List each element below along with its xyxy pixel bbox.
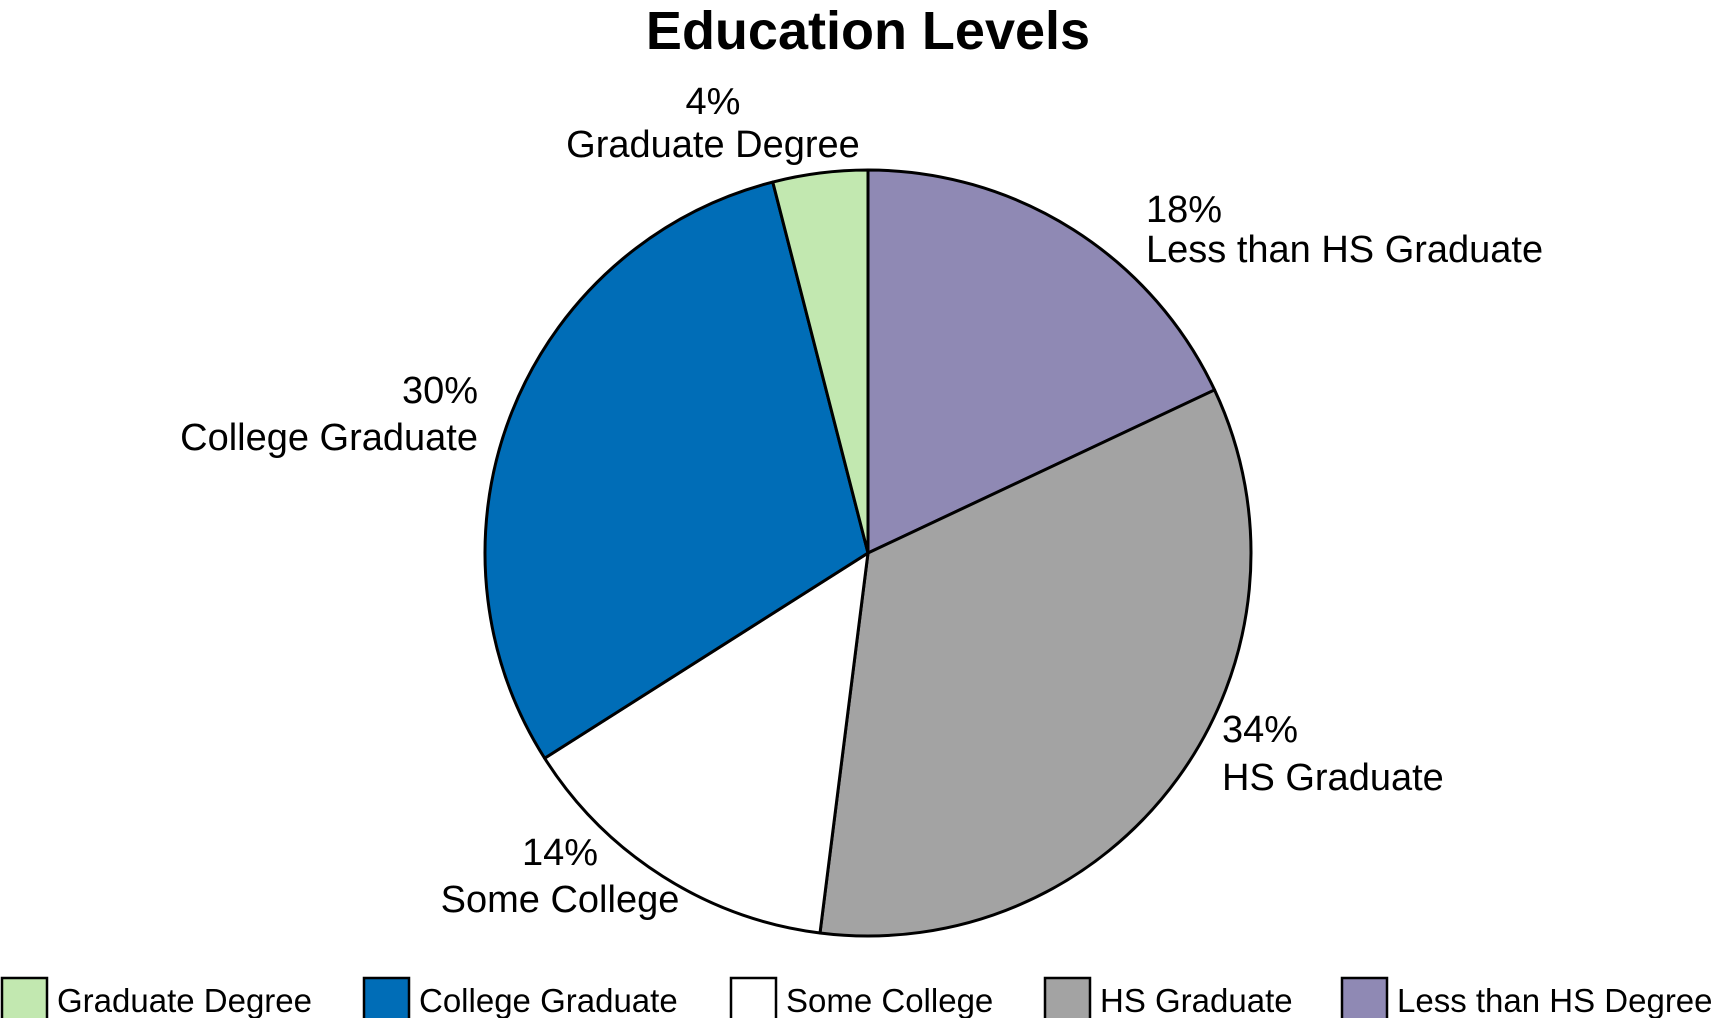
legend-swatch-graduate-degree: [0, 976, 49, 1018]
pie-slice-some-college: [543, 551, 870, 935]
slice-name-label-some-college: Some College: [441, 879, 680, 921]
slice-value-label-college-graduate: 30%: [402, 370, 478, 412]
pie-slice-college-graduate: [483, 180, 870, 760]
legend-label-some-college: Some College: [786, 982, 993, 1018]
legend-label-less-than-hs-degree: Less than HS Degree: [1397, 982, 1713, 1018]
legend-swatch-less-than-hs-degree: [1340, 976, 1389, 1018]
pie-slice-less-than-hs-degree: [866, 168, 1217, 555]
legend-swatch-college-graduate: [362, 976, 411, 1018]
slice-name-label-graduate-degree: Graduate Degree: [566, 124, 860, 166]
slice-name-label-college-graduate: College Graduate: [180, 417, 478, 459]
chart-title: Education Levels: [646, 1, 1090, 61]
slice-name-label-less-than-hs-degree: Less than HS Graduate: [1146, 229, 1543, 271]
legend-label-hs-graduate: HS Graduate: [1100, 982, 1293, 1018]
slice-value-label-some-college: 14%: [522, 832, 598, 874]
slice-value-label-graduate-degree: 4%: [686, 81, 741, 123]
slice-value-label-hs-graduate: 34%: [1222, 709, 1298, 751]
legend-swatch-hs-graduate: [1043, 976, 1092, 1018]
pie-slice-graduate-degree: [771, 168, 870, 555]
slice-value-label-less-than-hs-degree: 18%: [1146, 189, 1222, 231]
legend-label-college-graduate: College Graduate: [419, 982, 678, 1018]
pie-slice-hs-graduate: [818, 388, 1253, 938]
legend-label-graduate-degree: Graduate Degree: [57, 982, 312, 1018]
legend: Graduate Degree College Graduate Some Coll…: [0, 976, 1713, 1018]
legend-swatch-some-college: [729, 976, 778, 1018]
slice-name-label-hs-graduate: HS Graduate: [1222, 757, 1444, 799]
pie-slices: [483, 168, 1253, 938]
slice-labels: 18%Less than HS Graduate 34% HS Graduate 14…: [180, 81, 1543, 921]
